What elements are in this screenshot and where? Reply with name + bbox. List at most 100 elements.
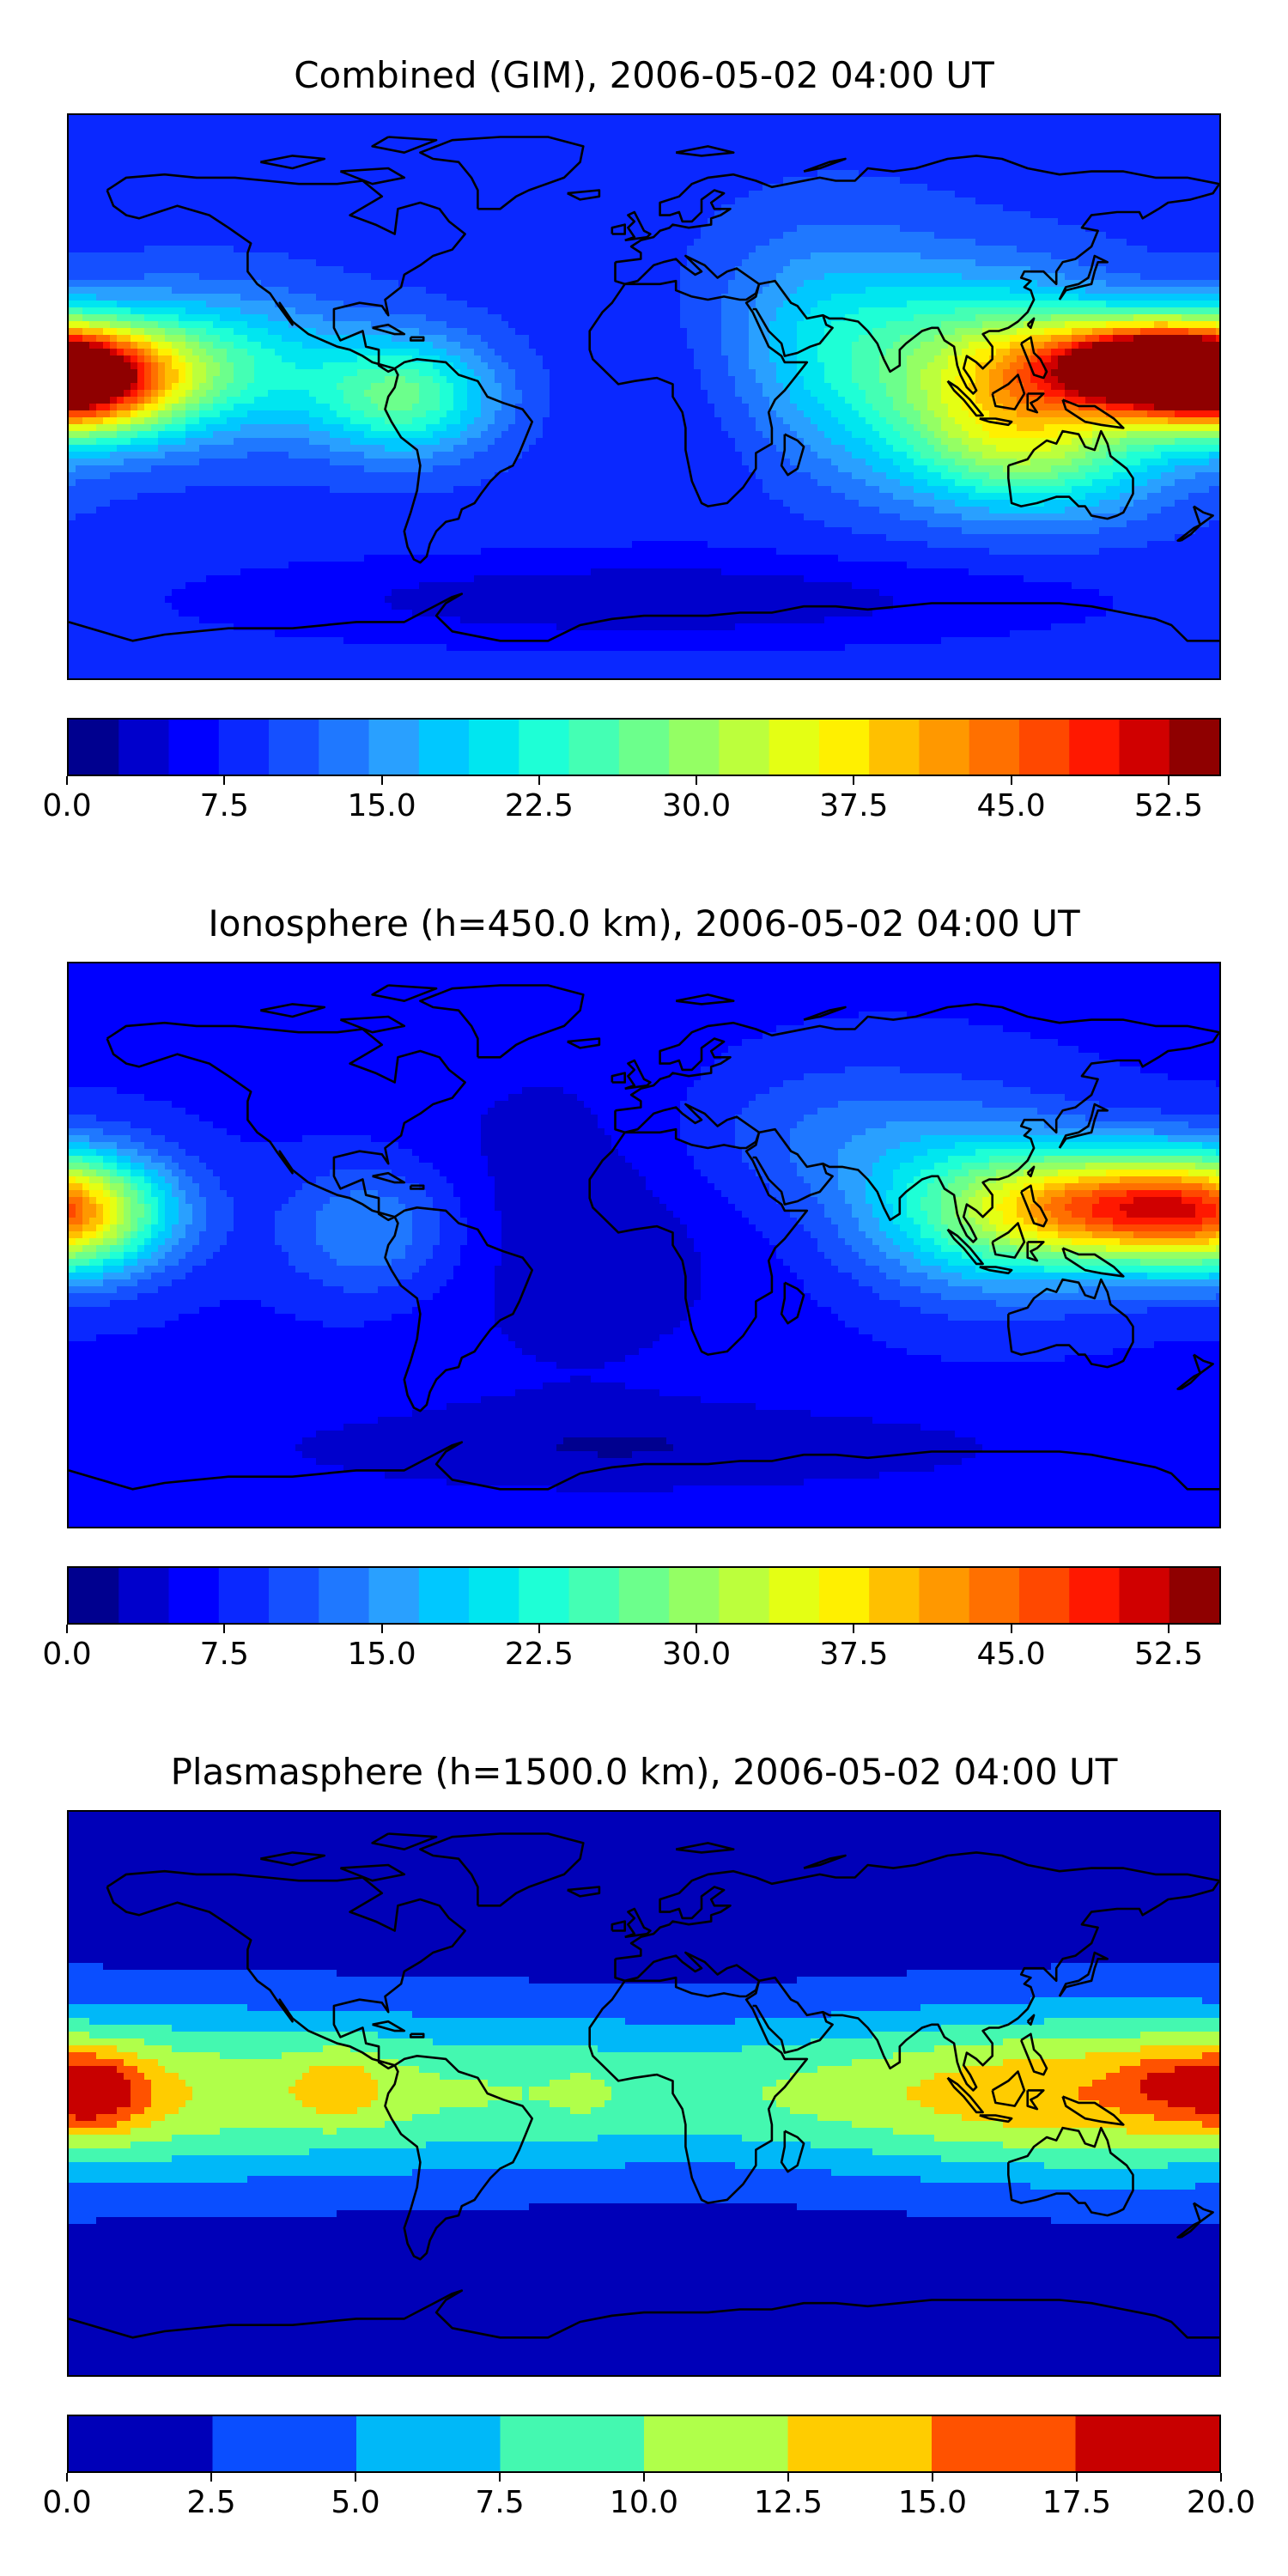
coastline (567, 1886, 601, 1898)
coastline (1026, 1165, 1036, 1178)
colorbar-tick (1076, 2473, 1078, 2482)
colorbar-segment (1069, 720, 1121, 775)
colorbar-tick-label: 0.0 (42, 1637, 91, 1672)
coastline (1026, 1241, 1045, 1262)
coastline (675, 993, 735, 1005)
colorbar-segment (869, 1568, 920, 1623)
colorbar-segment (218, 720, 270, 775)
colorbar-tick-label: 30.0 (662, 788, 731, 823)
colorbar-segment (1069, 1568, 1121, 1623)
coastline (979, 417, 1013, 427)
map-field (69, 1812, 1219, 2375)
coastline (419, 984, 585, 1059)
coastline (991, 2070, 1026, 2107)
coastline (260, 1003, 326, 1018)
world-map (67, 962, 1221, 1528)
coastline (1061, 1247, 1125, 1278)
coastline (1019, 2032, 1048, 2076)
colorbar-segment (418, 1568, 470, 1623)
colorbar-segment (118, 720, 170, 775)
colorbar-tick-label: 37.5 (819, 1637, 888, 1672)
coastline (946, 380, 984, 417)
coastline (624, 210, 652, 242)
coastline (1192, 505, 1214, 526)
coastline (106, 1021, 466, 1222)
colorbar-segment (469, 720, 520, 775)
colorbar-tick (538, 776, 540, 785)
colorbar-segment (568, 1568, 620, 1623)
world-map (67, 113, 1221, 680)
colorbar-segment (818, 1568, 870, 1623)
coastline (1007, 429, 1134, 520)
coastline (371, 136, 438, 154)
colorbar-segment (769, 1568, 820, 1623)
colorbar-tick-label: 45.0 (977, 1637, 1046, 1672)
coastlines (69, 1832, 1219, 2339)
coastline (410, 336, 425, 342)
colorbar-segment (469, 1568, 520, 1623)
coastline (675, 1842, 735, 1854)
coastline (339, 1863, 406, 1882)
coastlines (69, 136, 1219, 642)
coastline (384, 2055, 533, 2261)
coastline (1176, 2221, 1201, 2239)
colorbar-tick (210, 2473, 212, 2482)
colorbar (67, 1566, 1221, 1625)
coastline (1176, 524, 1201, 542)
colorbar-tick-label: 0.0 (42, 2485, 91, 2520)
colorbar-tick (853, 776, 855, 785)
coastline (611, 1072, 626, 1084)
map-canvas (69, 1812, 1219, 2375)
colorbar-tick (380, 776, 383, 785)
coastline (780, 433, 805, 477)
colorbar-segment (669, 1568, 720, 1623)
colorbar-segment (319, 1568, 370, 1623)
coastline (780, 1281, 805, 1325)
colorbar-segment (1119, 720, 1170, 775)
coastline (1007, 2126, 1134, 2217)
coastline (1192, 1353, 1214, 1375)
colorbar-segment (644, 2416, 789, 2471)
coastline (1007, 1278, 1134, 1369)
colorbar-segment (769, 720, 820, 775)
colorbar-tick-label: 12.5 (754, 2485, 823, 2520)
coastline (615, 155, 1219, 395)
colorbar-segment (356, 2416, 501, 2471)
coastline (371, 1832, 438, 1850)
colorbar-segment (1119, 1568, 1170, 1623)
colorbar-segment (669, 720, 720, 775)
coastline (419, 136, 585, 210)
colorbar-segment (69, 1568, 120, 1623)
colorbar-tick-label: 2.5 (186, 2485, 235, 2520)
colorbar-tick-label: 30.0 (662, 1637, 731, 1672)
coastline (803, 1854, 847, 1869)
colorbar-tick-label: 0.0 (42, 788, 91, 823)
colorbar-segment (1018, 720, 1071, 775)
coastline (69, 592, 1219, 642)
coastline (1192, 2202, 1214, 2223)
colorbar-segment (1169, 720, 1219, 775)
colorbar-segment (368, 1568, 420, 1623)
panel-title: Combined (GIM), 2006-05-02 04:00 UT (67, 55, 1221, 96)
coastline (339, 167, 406, 185)
colorbar-segment (568, 720, 620, 775)
coastline (624, 1907, 652, 1939)
colorbar-segment (1018, 1568, 1071, 1623)
colorbar-tick (355, 2473, 356, 2482)
coastline (567, 189, 601, 201)
coastline (410, 1184, 425, 1190)
colorbar-segment (969, 720, 1020, 775)
coastline (1061, 2095, 1125, 2126)
coastline (991, 374, 1026, 410)
coastline (979, 1266, 1013, 1275)
colorbar-segment (69, 2416, 214, 2471)
coastline (1019, 336, 1048, 380)
coastline (567, 1037, 601, 1049)
colorbar-segment (618, 1568, 670, 1623)
colorbar-ticks: 0.0 2.5 5.0 7.5 10.0 12.5 15.0 17.5 20.0 (42, 2473, 1255, 2524)
colorbar-canvas (69, 1568, 1219, 1623)
coastline (1061, 398, 1125, 429)
coastline (588, 1951, 834, 2204)
colorbar-tick (1010, 1625, 1012, 1633)
coastline (372, 1171, 406, 1184)
